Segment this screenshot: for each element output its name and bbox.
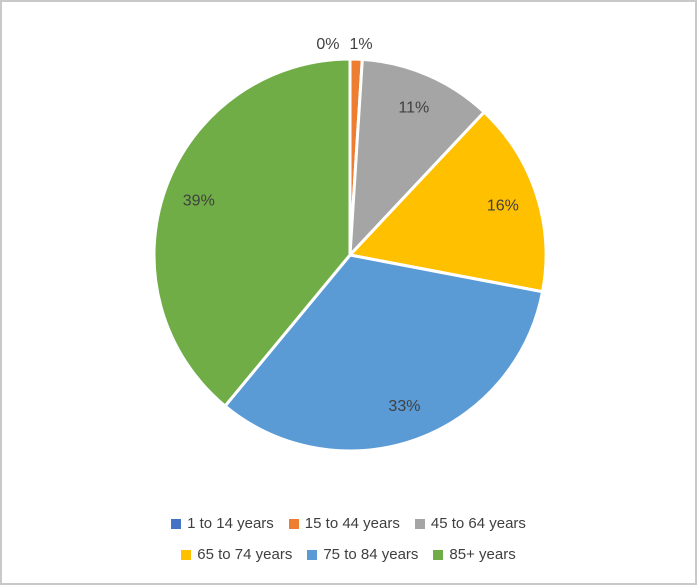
legend-label: 1 to 14 years (187, 515, 274, 532)
legend-row-1: 1 to 14 years 15 to 44 years 45 to 64 year… (171, 514, 526, 534)
legend-row-2: 65 to 74 years 75 to 84 years 85+ years (181, 545, 516, 565)
legend-swatch-icon (181, 550, 192, 560)
legend-item-1-to-14-years: 1 to 14 years (171, 514, 274, 534)
chart-legend: 1 to 14 years 15 to 44 years 45 to 64 year… (2, 514, 695, 565)
pie-slice-45-to-64-years (348, 57, 486, 257)
legend-swatch-icon (171, 519, 182, 529)
data-label-outside: 1% (349, 36, 373, 53)
legend-label: 45 to 64 years (430, 515, 526, 532)
legend-label: 75 to 84 years (323, 546, 419, 563)
legend-swatch-icon (414, 519, 425, 529)
legend-item-85+-years: 85+ years (433, 545, 516, 565)
pie-slice-65-to-74-years (348, 110, 548, 294)
data-label-inside: 11% (398, 99, 429, 116)
legend-swatch-icon (307, 550, 318, 560)
legend-item-65-to-74-years: 65 to 74 years (181, 545, 292, 565)
pie-slice-75-to-84-years (223, 253, 545, 453)
legend-label: 15 to 44 years (304, 515, 400, 532)
legend-label: 85+ years (449, 546, 516, 563)
data-label-inside: 39% (183, 193, 215, 210)
legend-swatch-icon (433, 550, 444, 560)
pie-chart: 11% 16% 33% 39% (152, 57, 548, 453)
data-label-outside: 0% (316, 36, 340, 53)
legend-item-75-to-84-years: 75 to 84 years (307, 545, 418, 565)
legend-label: 65 to 74 years (197, 546, 293, 563)
legend-item-45-to-64-years: 45 to 64 years (414, 514, 526, 534)
data-label-inside: 16% (487, 197, 519, 214)
pie-slice-85+-years (152, 57, 352, 408)
outside-labels-row: 0% 1% (2, 35, 691, 54)
legend-item-15-to-44-years: 15 to 44 years (288, 514, 400, 534)
data-label-inside: 33% (388, 398, 420, 415)
legend-swatch-icon (288, 519, 299, 529)
